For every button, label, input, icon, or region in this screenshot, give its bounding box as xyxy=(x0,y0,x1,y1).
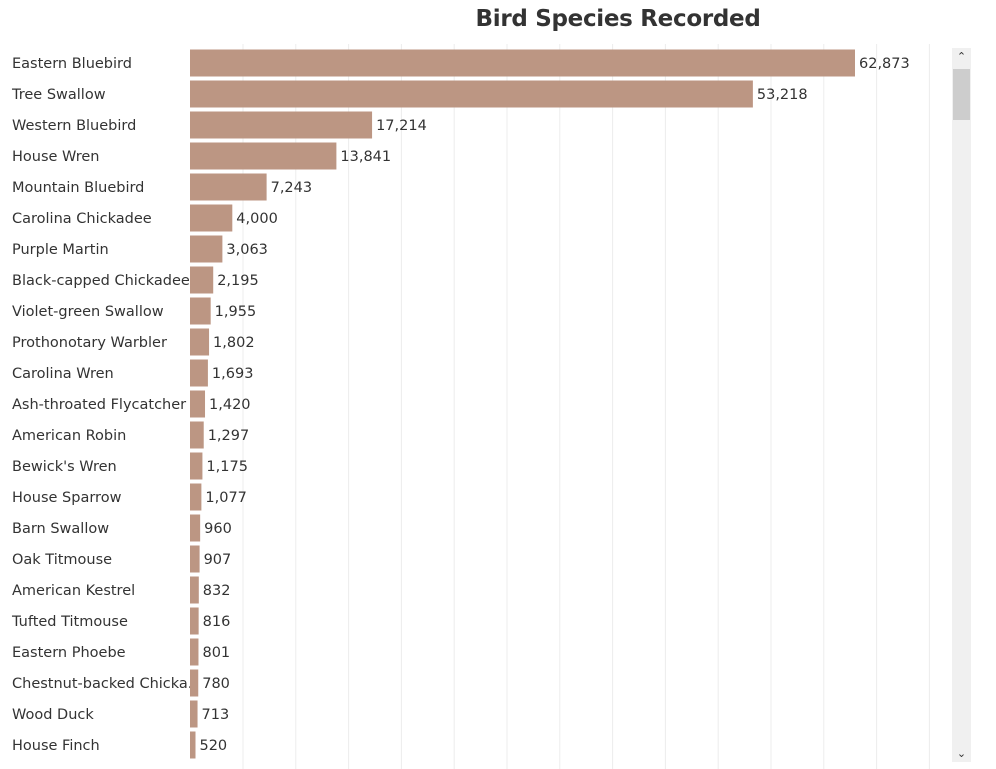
category-label: Violet-green Swallow xyxy=(12,304,164,320)
value-label: 1,802 xyxy=(213,335,255,351)
category-label: Western Bluebird xyxy=(12,118,136,134)
chevron-up-icon[interactable]: ⌃ xyxy=(956,50,967,63)
bar xyxy=(190,111,373,139)
bar xyxy=(190,80,753,108)
category-label: American Kestrel xyxy=(12,583,135,599)
category-label: Tufted Titmouse xyxy=(11,614,128,630)
category-label: Mountain Bluebird xyxy=(12,180,144,196)
value-label: 1,955 xyxy=(215,304,257,320)
category-label: American Robin xyxy=(12,428,126,444)
bar xyxy=(190,638,199,666)
category-label: Carolina Chickadee xyxy=(12,211,152,227)
category-label: Carolina Wren xyxy=(12,366,114,382)
value-label: 520 xyxy=(199,738,227,754)
bar xyxy=(190,452,203,480)
bar xyxy=(190,483,202,511)
category-label: Prothonotary Warbler xyxy=(12,335,167,351)
bar xyxy=(190,266,214,294)
category-label: Black-capped Chickadee xyxy=(12,273,190,289)
value-label: 62,873 xyxy=(859,56,910,72)
bar xyxy=(190,700,198,728)
bar xyxy=(190,359,208,387)
bar xyxy=(190,421,204,449)
value-label: 816 xyxy=(203,614,231,630)
category-label: Purple Martin xyxy=(12,242,109,258)
value-label: 53,218 xyxy=(757,87,808,103)
category-label: House Sparrow xyxy=(12,490,122,506)
vertical-scrollbar[interactable]: ⌃ ⌄ xyxy=(952,48,971,762)
category-label: Oak Titmouse xyxy=(12,552,112,568)
gridlines xyxy=(242,44,930,769)
value-label: 4,000 xyxy=(236,211,278,227)
bar xyxy=(190,390,206,418)
category-label: Eastern Bluebird xyxy=(12,56,132,72)
category-label: Eastern Phoebe xyxy=(12,645,126,661)
value-label: 832 xyxy=(203,583,231,599)
value-label: 907 xyxy=(204,552,232,568)
bar xyxy=(190,173,267,201)
value-label: 960 xyxy=(204,521,232,537)
bar xyxy=(190,49,855,77)
value-label: 1,175 xyxy=(206,459,248,475)
value-label: 1,297 xyxy=(208,428,250,444)
scroll-thumb[interactable] xyxy=(953,69,970,120)
value-label: 1,693 xyxy=(212,366,254,382)
bar xyxy=(190,607,199,635)
value-label: 17,214 xyxy=(376,118,427,134)
bar xyxy=(190,142,337,170)
value-label: 13,841 xyxy=(340,149,391,165)
category-label: Barn Swallow xyxy=(12,521,109,537)
category-label: House Finch xyxy=(12,738,100,754)
value-label: 2,195 xyxy=(217,273,259,289)
category-label: Bewick's Wren xyxy=(12,459,117,475)
bar xyxy=(190,297,211,325)
bar xyxy=(190,731,196,759)
bar xyxy=(190,514,201,542)
value-label: 1,420 xyxy=(209,397,251,413)
chevron-down-icon[interactable]: ⌄ xyxy=(956,747,967,760)
category-label: House Wren xyxy=(12,149,100,165)
bar xyxy=(190,235,223,263)
bar xyxy=(190,545,200,573)
category-label: Chestnut-backed Chicka.. xyxy=(12,676,197,692)
chart-title: Bird Species Recorded xyxy=(475,6,761,32)
value-label: 801 xyxy=(202,645,230,661)
category-label: Ash-throated Flycatcher xyxy=(12,397,186,413)
bar xyxy=(190,669,199,697)
category-label: Wood Duck xyxy=(12,707,94,723)
bar-chart: Eastern Bluebird 62,873 Tree Swallow 53,218… xyxy=(11,44,930,769)
value-label: 1,077 xyxy=(205,490,247,506)
value-label: 7,243 xyxy=(271,180,313,196)
bar xyxy=(190,328,210,356)
bar xyxy=(190,576,199,604)
category-label: Tree Swallow xyxy=(11,87,106,103)
value-label: 3,063 xyxy=(226,242,268,258)
value-label: 780 xyxy=(202,676,230,692)
bar xyxy=(190,204,233,232)
value-label: 713 xyxy=(202,707,230,723)
